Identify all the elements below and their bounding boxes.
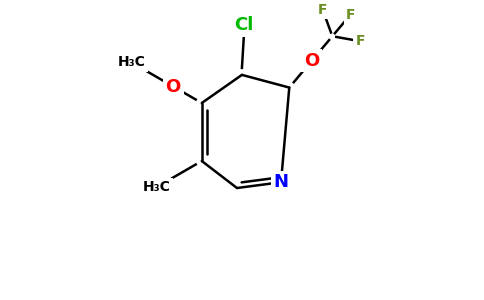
Text: F: F xyxy=(355,34,365,48)
Text: F: F xyxy=(346,8,355,22)
Text: N: N xyxy=(273,173,288,191)
Text: F: F xyxy=(318,3,328,17)
Text: O: O xyxy=(166,77,181,95)
Text: O: O xyxy=(304,52,319,70)
Text: H₃C: H₃C xyxy=(118,56,146,70)
Text: Cl: Cl xyxy=(234,16,254,34)
Text: H₃C: H₃C xyxy=(143,180,171,194)
